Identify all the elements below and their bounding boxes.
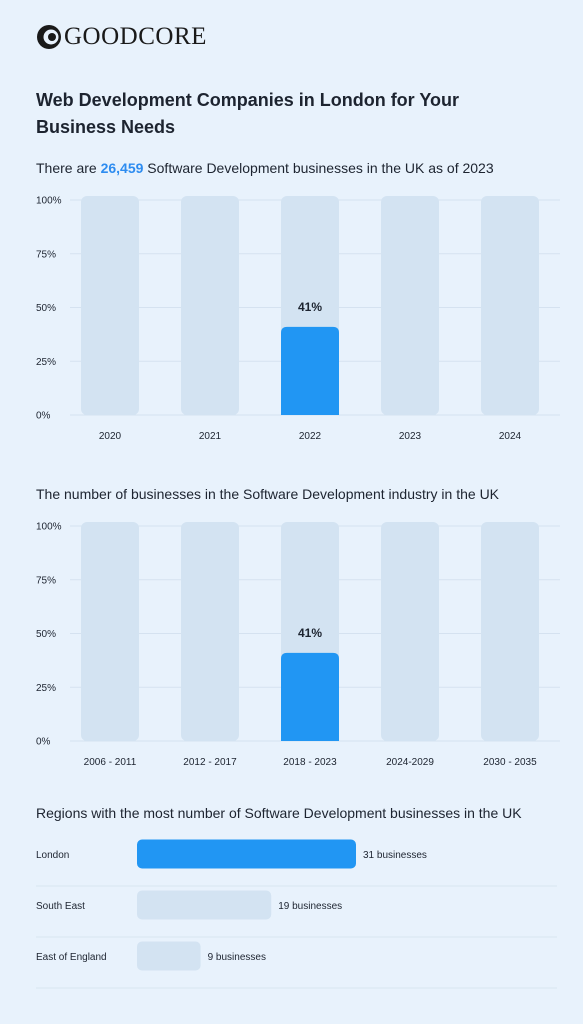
region-label: East of England — [36, 952, 107, 963]
x-tick-label: 2022 — [299, 431, 322, 442]
bar-background — [381, 522, 439, 741]
bar — [281, 652, 339, 741]
y-tick-label: 0% — [36, 737, 51, 748]
bar-background — [181, 522, 239, 741]
bar-background — [381, 196, 439, 415]
data-label: 31 businesses — [363, 850, 427, 861]
x-tick-label: 2018 - 2023 — [283, 757, 337, 768]
bar — [137, 890, 272, 920]
logo-mark-icon — [37, 25, 61, 49]
bar-background — [481, 522, 539, 741]
bar-background — [481, 196, 539, 415]
data-label: 9 businesses — [208, 952, 266, 963]
goodcore-logo: GOODCORE — [36, 22, 207, 52]
bar-background — [81, 196, 139, 415]
x-tick-label: 2030 - 2035 — [483, 757, 537, 768]
x-tick-label: 2006 - 2011 — [84, 757, 137, 768]
chart2-title: The number of businesses in the Software… — [36, 486, 500, 502]
bar-background — [181, 196, 239, 415]
chart1-title-prefix: There are — [36, 160, 101, 176]
bar-fill — [281, 326, 339, 415]
x-tick-label: 2021 — [199, 431, 222, 442]
x-tick-label: 2012 - 2017 — [183, 757, 237, 768]
bar — [137, 941, 201, 971]
chart1-title-highlight: 26,459 — [100, 160, 144, 176]
bar — [137, 839, 356, 869]
y-tick-label: 75% — [36, 575, 56, 586]
chart1-title-suffix: Software Development businesses in the U… — [143, 160, 494, 176]
y-tick-label: 50% — [36, 303, 56, 314]
chart-2020-2024: 0% 25% 50% 75% 100% 2020 2021 41% 2022 2023 2024 — [36, 196, 560, 442]
y-tick-label: 100% — [36, 196, 62, 207]
bar-fill — [281, 652, 339, 741]
data-label: 41% — [298, 626, 322, 640]
data-label: 41% — [298, 300, 322, 314]
y-tick-label: 75% — [36, 249, 56, 260]
y-tick-label: 25% — [36, 683, 56, 694]
x-tick-label: 2024 — [499, 431, 522, 442]
y-tick-label: 25% — [36, 357, 56, 368]
data-label: 19 businesses — [278, 901, 342, 912]
region-label: South East — [36, 901, 85, 912]
chart1-title: There are 26,459 Software Development bu… — [36, 160, 494, 176]
bar-background — [81, 522, 139, 741]
page-title: Web Development Companies in London for … — [36, 90, 460, 137]
y-tick-label: 100% — [36, 522, 62, 533]
region-label: London — [36, 850, 69, 861]
chart3-title: Regions with the most number of Software… — [36, 805, 522, 821]
bar — [281, 326, 339, 415]
chart-regions: London 31 businesses South East 19 business… — [36, 839, 557, 989]
x-tick-label: 2024-2029 — [386, 757, 434, 768]
chart-periods: 0% 25% 50% 75% 100% 2006 - 2011 2012 - 2017 41%… — [36, 522, 560, 768]
y-tick-label: 50% — [36, 629, 56, 640]
y-tick-label: 0% — [36, 411, 51, 422]
x-tick-label: 2023 — [399, 431, 422, 442]
logo-text: GOODCORE — [64, 23, 207, 50]
x-tick-label: 2020 — [99, 431, 122, 442]
